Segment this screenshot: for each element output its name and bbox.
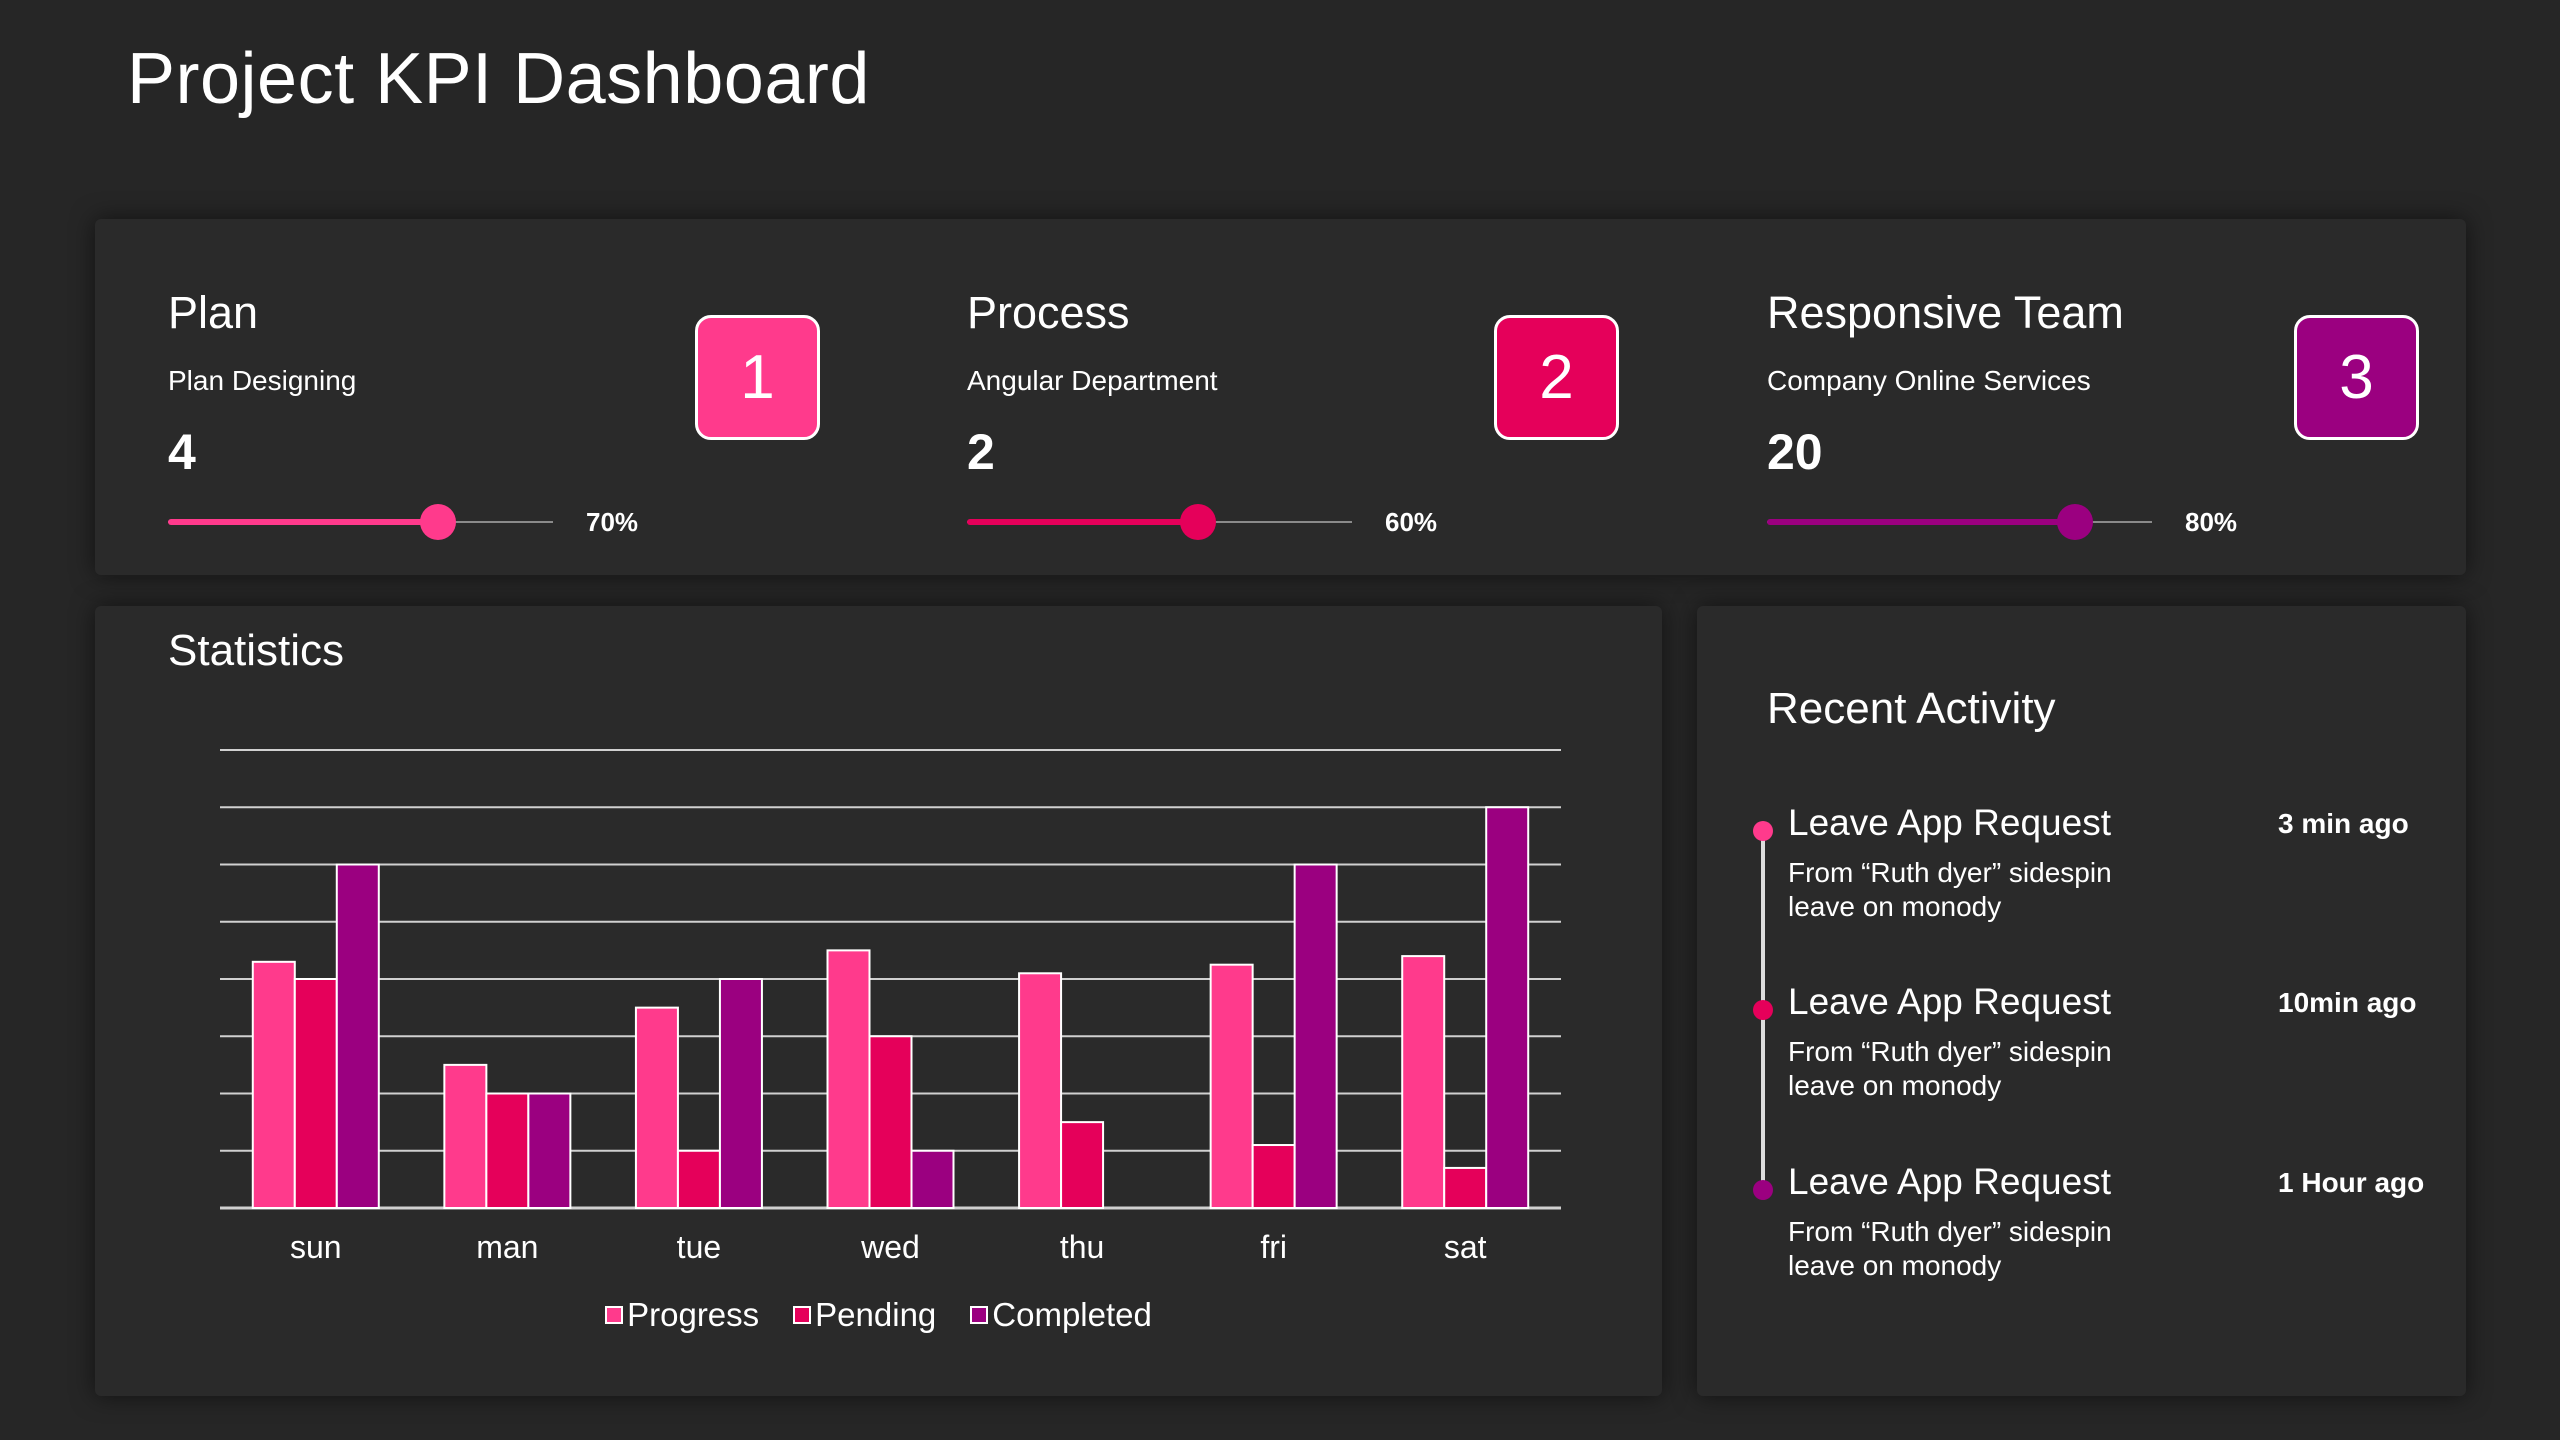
legend-label: Progress [627, 1296, 760, 1333]
desc-line: leave on monody [1788, 1070, 2002, 1101]
bar-pending-tue[interactable] [676, 1149, 721, 1209]
desc-line: leave on monody [1788, 891, 2002, 922]
activity-description: From “Ruth dyer” sidespin leave on monody [1788, 1215, 2112, 1283]
x-tick-label: tue [677, 1229, 721, 1265]
bar-completed-man[interactable] [527, 1092, 572, 1209]
bar-progress-thu[interactable] [1018, 972, 1063, 1209]
x-tick-label: thu [1060, 1229, 1104, 1265]
x-tick-label: sat [1444, 1229, 1487, 1265]
kpi-badge: 3 [2294, 315, 2419, 440]
legend-progress[interactable]: Progress [605, 1296, 759, 1334]
desc-line: From “Ruth dyer” sidespin [1788, 857, 2112, 888]
kpi-subtitle: Plan Designing [168, 365, 357, 396]
slider-fill [967, 519, 1198, 525]
slider-thumb[interactable] [1180, 504, 1216, 540]
bar-completed-sun[interactable] [335, 863, 380, 1209]
kpi-percent: 80% [2185, 507, 2238, 537]
legend-completed[interactable]: Completed [970, 1296, 1152, 1334]
x-tick-label: man [476, 1229, 538, 1265]
x-tick-label: wed [860, 1229, 920, 1265]
timeline-dot-icon [1753, 1180, 1773, 1200]
bar-progress-tue[interactable] [634, 1006, 679, 1209]
bar-pending-sat[interactable] [1443, 1166, 1488, 1209]
bar-completed-wed[interactable] [910, 1149, 955, 1209]
slider-fill [1767, 519, 2075, 525]
kpi-value: 20 [1767, 424, 1823, 480]
timeline-dot-icon [1753, 1000, 1773, 1020]
legend-swatch [793, 1306, 812, 1324]
activity-time: 1 Hour ago [2278, 1167, 2425, 1198]
progress-slider[interactable] [1767, 504, 2152, 540]
legend-swatch [970, 1306, 989, 1324]
bar-progress-fri[interactable] [1209, 963, 1254, 1209]
timeline-dot-icon [1753, 821, 1773, 841]
kpi-subtitle: Company Online Services [1767, 365, 2091, 396]
desc-line: From “Ruth dyer” sidespin [1788, 1216, 2112, 1247]
kpi-percent: 60% [1385, 507, 1438, 537]
bar-pending-sun[interactable] [293, 978, 338, 1209]
chart-legend: Progress Pending Completed [95, 1296, 1662, 1334]
bar-completed-fri[interactable] [1293, 863, 1338, 1209]
legend-swatch [605, 1306, 624, 1324]
slider-thumb[interactable] [2057, 504, 2093, 540]
activity-time: 3 min ago [2278, 808, 2409, 839]
bar-progress-wed[interactable] [826, 949, 871, 1209]
bar-pending-fri[interactable] [1251, 1144, 1296, 1210]
kpi-title: Process [967, 287, 1130, 338]
bar-pending-wed[interactable] [868, 1035, 913, 1209]
activity-description: From “Ruth dyer” sidespin leave on monody [1788, 856, 2112, 924]
bar-completed-tue[interactable] [718, 978, 763, 1209]
kpi-subtitle: Angular Department [967, 365, 1218, 396]
kpi-percent: 70% [586, 507, 639, 537]
desc-line: leave on monody [1788, 1250, 2002, 1281]
activity-description: From “Ruth dyer” sidespin leave on monody [1788, 1035, 2112, 1103]
bar-progress-man[interactable] [443, 1063, 488, 1209]
bar-pending-man[interactable] [485, 1092, 530, 1209]
bar-pending-thu[interactable] [1060, 1121, 1105, 1209]
activity-time: 10min ago [2278, 987, 2417, 1018]
x-tick-label: fri [1260, 1229, 1287, 1265]
bar-chart: sun man tue wed thu fri sat [220, 749, 1561, 1265]
slider-thumb[interactable] [419, 504, 456, 540]
kpi-process: Process Angular Department 2 60% 2 [967, 219, 1767, 575]
statistics-card: Statistics sun man tue wed thu fri sat Progres… [95, 606, 1662, 1396]
legend-pending[interactable]: Pending [793, 1296, 936, 1334]
recent-activity-card: Recent Activity Leave App Request From “… [1697, 606, 2466, 1396]
kpi-value: 2 [967, 424, 995, 480]
x-tick-label: sun [290, 1229, 342, 1265]
page-title: Project KPI Dashboard [127, 39, 870, 119]
recent-activity-title: Recent Activity [1767, 684, 2056, 733]
progress-slider[interactable] [168, 504, 553, 540]
activity-title: Leave App Request [1788, 981, 2111, 1022]
kpi-title: Plan [168, 287, 259, 338]
statistics-title: Statistics [168, 626, 345, 675]
legend-label: Completed [992, 1296, 1152, 1333]
kpi-value: 4 [168, 424, 196, 480]
kpi-badge: 1 [695, 315, 820, 440]
kpi-card: Plan Plan Designing 4 70% 1 Process Angu… [95, 219, 2466, 575]
kpi-responsive-team: Responsive Team Company Online Services … [1767, 219, 2560, 575]
kpi-plan: Plan Plan Designing 4 70% 1 [168, 219, 968, 575]
desc-line: From “Ruth dyer” sidespin [1788, 1036, 2112, 1067]
slider-fill [168, 519, 438, 525]
progress-slider[interactable] [967, 504, 1352, 540]
kpi-title: Responsive Team [1767, 287, 2124, 338]
bar-completed-sat[interactable] [1485, 806, 1530, 1209]
activity-title: Leave App Request [1788, 802, 2111, 843]
activity-title: Leave App Request [1788, 1161, 2111, 1202]
kpi-badge: 2 [1494, 315, 1619, 440]
bar-progress-sat[interactable] [1401, 955, 1446, 1209]
legend-label: Pending [815, 1296, 937, 1333]
bar-progress-sun[interactable] [251, 960, 296, 1210]
